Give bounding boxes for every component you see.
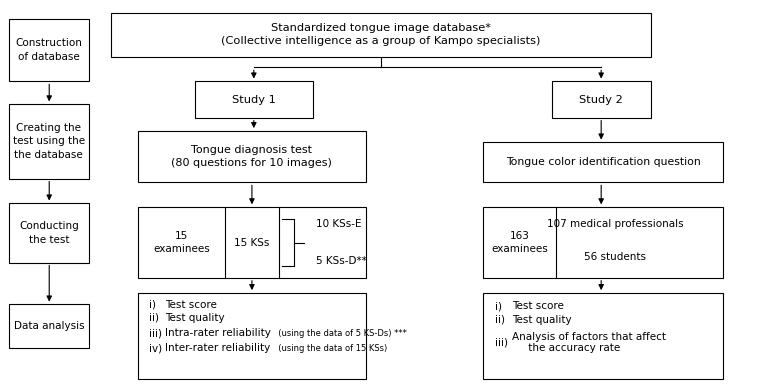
Text: Tongue color identification question: Tongue color identification question <box>506 157 700 167</box>
Text: iii): iii) <box>495 338 508 348</box>
Text: Study 1: Study 1 <box>232 94 276 104</box>
Text: Study 2: Study 2 <box>579 94 623 104</box>
FancyBboxPatch shape <box>9 305 88 348</box>
FancyBboxPatch shape <box>484 207 722 278</box>
Text: 5 KSs-D**: 5 KSs-D** <box>316 256 367 266</box>
Text: ii): ii) <box>495 315 505 325</box>
Text: 10 KSs-E: 10 KSs-E <box>316 219 362 229</box>
Text: Tongue diagnosis test
(80 questions for 10 images): Tongue diagnosis test (80 questions for … <box>171 145 332 168</box>
Text: Standardized tongue image database*
(Collective intelligence as a group of Kampo: Standardized tongue image database* (Col… <box>221 23 541 46</box>
FancyBboxPatch shape <box>9 104 88 179</box>
FancyBboxPatch shape <box>9 204 88 263</box>
Text: Intra-rater reliability: Intra-rater reliability <box>165 328 271 338</box>
FancyBboxPatch shape <box>484 142 722 182</box>
Text: 15
examinees: 15 examinees <box>153 231 210 254</box>
FancyBboxPatch shape <box>111 13 651 57</box>
Text: Test quality: Test quality <box>165 313 224 323</box>
Text: 15 KSs: 15 KSs <box>234 238 270 248</box>
Text: Construction
of database: Construction of database <box>15 38 82 61</box>
Text: Inter-rater reliability: Inter-rater reliability <box>165 343 270 353</box>
Text: Test quality: Test quality <box>511 315 572 325</box>
FancyBboxPatch shape <box>195 81 312 118</box>
Text: Creating the
test using the
the database: Creating the test using the the database <box>13 123 85 160</box>
Text: Conducting
the test: Conducting the test <box>19 222 78 245</box>
Text: ii): ii) <box>149 313 159 323</box>
FancyBboxPatch shape <box>138 131 366 182</box>
Text: i): i) <box>495 301 502 311</box>
Text: i): i) <box>149 300 156 310</box>
Text: iii): iii) <box>149 328 162 338</box>
Text: Test score: Test score <box>165 300 216 310</box>
Text: iv): iv) <box>149 343 162 353</box>
Text: Analysis of factors that affect
     the accuracy rate: Analysis of factors that affect the accu… <box>511 332 665 353</box>
FancyBboxPatch shape <box>9 18 88 81</box>
FancyBboxPatch shape <box>552 81 651 118</box>
Text: Test score: Test score <box>511 301 563 311</box>
FancyBboxPatch shape <box>484 293 722 379</box>
Text: (using the data of 5 KS-Ds) ***: (using the data of 5 KS-Ds) *** <box>273 329 407 338</box>
Text: (using the data of 15 KSs): (using the data of 15 KSs) <box>273 344 387 353</box>
Text: Data analysis: Data analysis <box>14 321 84 331</box>
Text: 163
examinees: 163 examinees <box>491 231 549 254</box>
Text: 107 medical professionals: 107 medical professionals <box>546 219 684 229</box>
FancyBboxPatch shape <box>138 207 366 278</box>
FancyBboxPatch shape <box>138 293 366 379</box>
Text: 56 students: 56 students <box>584 252 646 262</box>
